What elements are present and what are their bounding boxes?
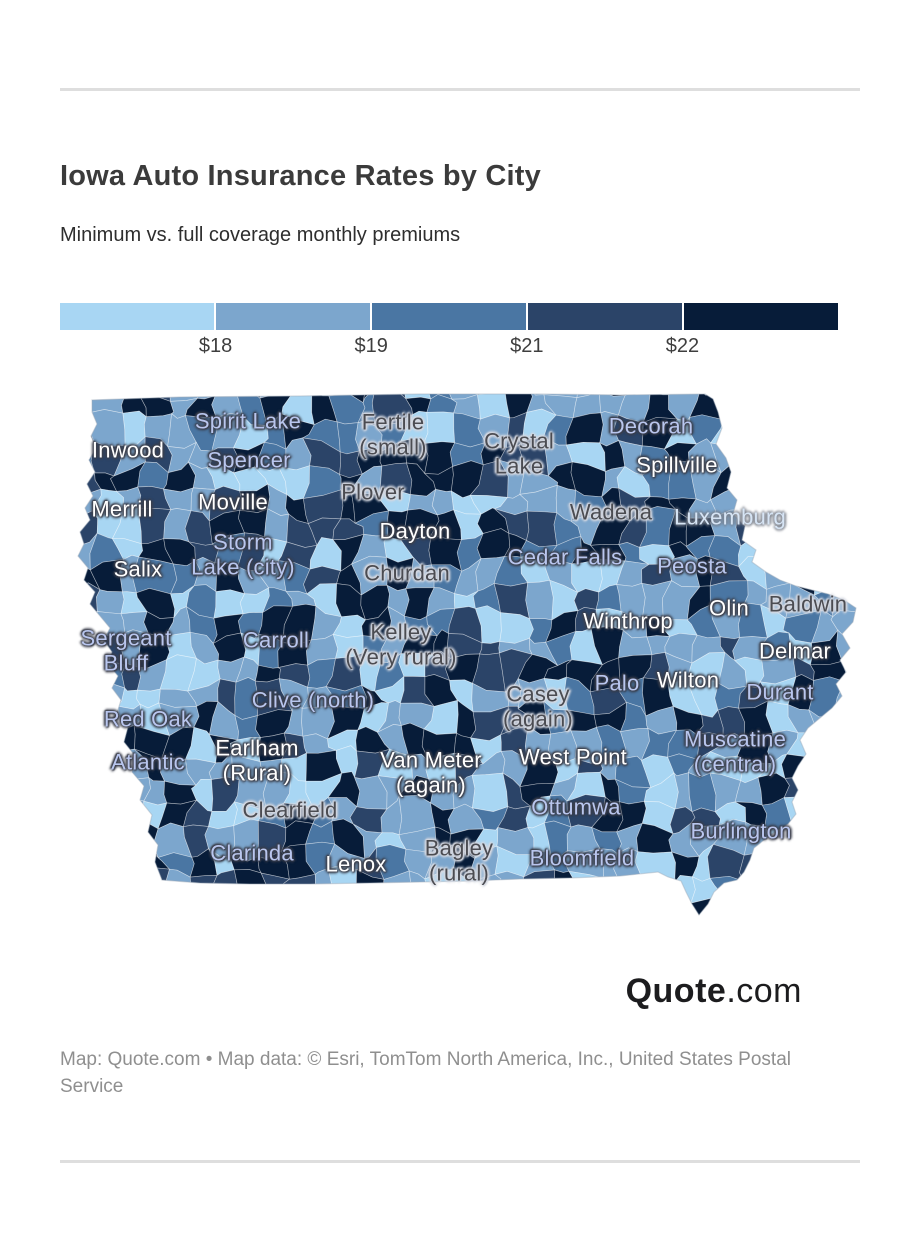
city-label-delmar: Delmar [758,638,832,664]
legend-segment [684,303,838,330]
city-label-muscatine: Muscatine (central) [683,726,787,776]
city-label-luxemburg: Luxemburg [674,504,786,530]
legend-ticks: $18 $19 $21 $22 [60,335,838,361]
city-label-lenox: Lenox [325,851,387,877]
legend-segment [372,303,526,330]
city-label-bloomfield: Bloomfield [529,845,635,871]
city-label-spirit: Spirit Lake [194,408,302,434]
city-label-casey: Casey (again) [503,681,573,731]
city-label-earlham: Earlham (Rural) [215,735,299,785]
city-label-kelley: Kelley (Very rural) [345,619,457,669]
city-label-inwood: Inwood [91,437,165,463]
city-label-winthrop: Winthrop [583,608,673,634]
city-label-decorah: Decorah [608,413,694,439]
city-label-bagley: Bagley (rural) [424,835,494,885]
city-label-fertile: Fertile (small) [359,409,427,459]
legend-tick-label: $19 [354,335,388,357]
bottom-divider [60,1160,860,1163]
city-label-clearfield: Clearfield [242,797,338,823]
city-label-wilton: Wilton [656,667,720,693]
city-label-peosta: Peosta [657,553,727,579]
city-label-salix: Salix [113,556,163,582]
city-label-red: Red Oak [103,706,193,732]
legend-tick-label: $18 [198,335,233,357]
city-label-moville: Moville [198,489,268,515]
quote-logo: Quote.com [626,972,802,1011]
city-label-spillville: Spillville [636,452,718,478]
legend-segment [60,303,214,330]
iowa-choropleth-map: Inwood Spirit Lake Spencer Fertile (small) C… [60,385,860,925]
city-label-west: West Point [519,744,627,770]
city-label-clarinda: Clarinda [210,840,294,866]
top-divider [60,88,860,91]
city-label-storm: Storm Lake (city) [191,529,295,579]
city-label-crystal: Crystal Lake [484,428,554,478]
legend-bar [60,303,838,330]
iowa-state-outline [77,393,857,917]
city-labels-layer: Inwood Spirit Lake Spencer Fertile (small) C… [60,385,860,925]
city-label-sergeant: Sergeant Bluff [80,625,172,675]
city-label-durant: Durant [746,679,814,705]
city-label-carroll: Carroll [242,627,310,653]
legend-tick-label: $21 [510,335,544,357]
city-label-dayton: Dayton [379,518,451,544]
city-label-clive: Clive (north) [251,687,375,713]
quote-logo-bold: Quote [625,972,727,1010]
page-subtitle: Minimum vs. full coverage monthly premiu… [60,224,461,246]
legend-segment [528,303,682,330]
quote-logo-rest: .com [726,972,802,1010]
city-label-spencer: Spencer [207,447,291,473]
page-title: Iowa Auto Insurance Rates by City [60,160,541,192]
city-label-wadena: Wadena [569,499,653,525]
city-label-ottumwa: Ottumwa [531,794,621,820]
legend-segment [216,303,370,330]
zip-cell-mosaic [78,394,856,915]
city-label-merrill: Merrill [91,496,153,522]
city-label-palo: Palo [594,670,640,696]
map-attribution: Map: Quote.com • Map data: © Esri, TomTo… [60,1049,791,1097]
city-label-olin: Olin [709,595,749,621]
city-label-cedar: Cedar Falls [507,544,623,570]
city-label-churdan: Churdan [364,560,450,586]
iowa-map-svg [77,393,857,917]
city-label-atlantic: Atlantic [111,749,185,775]
city-label-baldwin: Baldwin [768,591,848,617]
city-label-van: Van Meter (again) [380,747,482,797]
city-label-burlington: Burlington [690,818,792,844]
legend-tick-label: $22 [665,335,700,357]
city-label-plover: Plover [341,479,405,505]
